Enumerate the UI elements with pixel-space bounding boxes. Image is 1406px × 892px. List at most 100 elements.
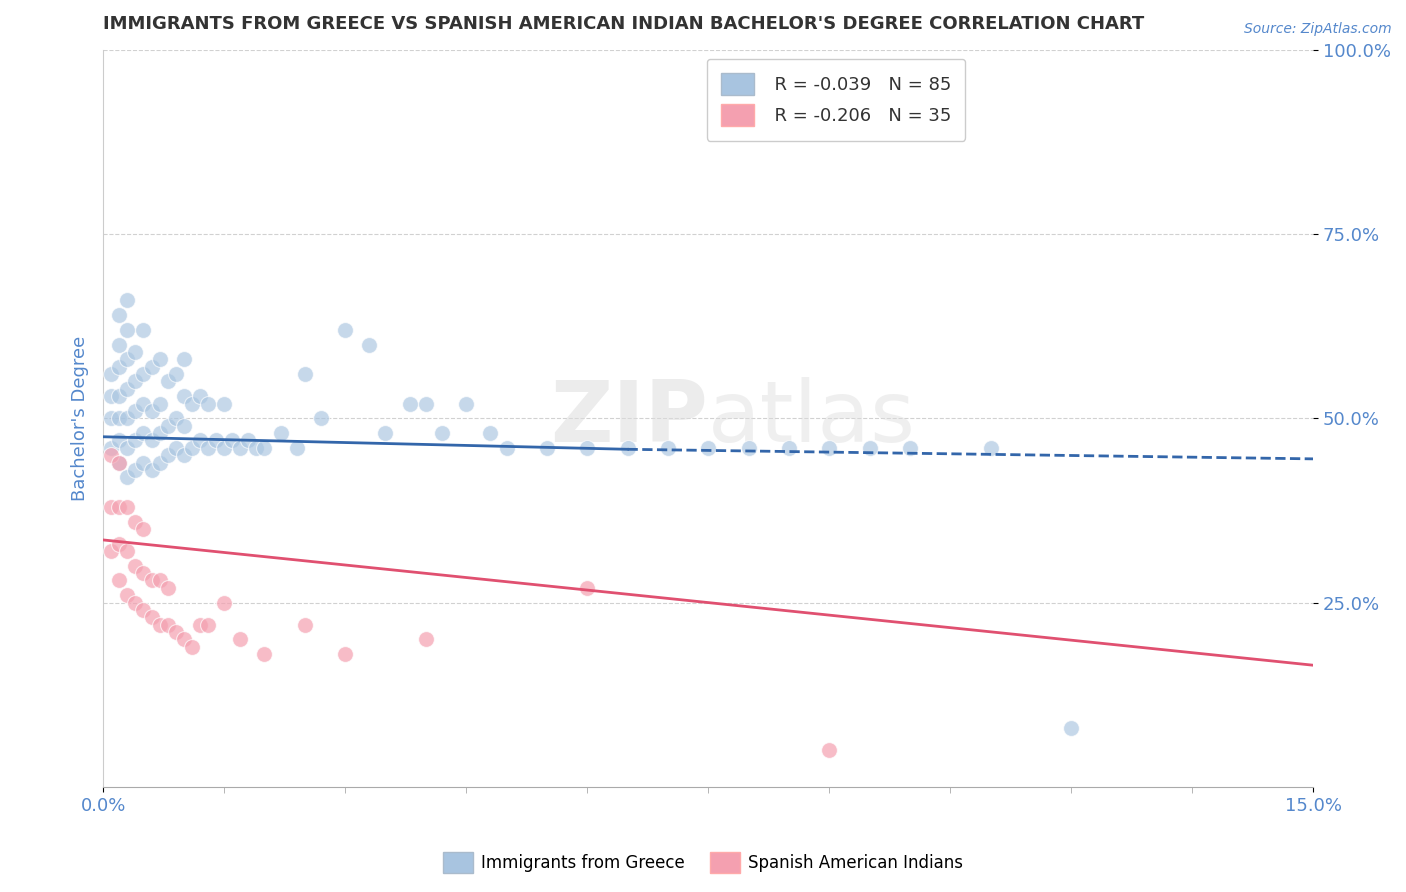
Point <box>333 323 356 337</box>
Point <box>108 434 131 448</box>
Point <box>294 617 316 632</box>
Point <box>165 367 187 381</box>
Point <box>212 396 235 410</box>
Point <box>149 352 172 367</box>
Point <box>100 441 122 455</box>
Point <box>1060 721 1083 735</box>
Point <box>156 448 179 462</box>
Point <box>149 426 172 441</box>
Point <box>149 456 172 470</box>
Point <box>221 434 243 448</box>
Point <box>132 603 155 617</box>
Point <box>657 441 679 455</box>
Point <box>415 632 437 647</box>
Point <box>108 536 131 550</box>
Point <box>238 434 260 448</box>
Point <box>778 441 800 455</box>
Point <box>141 610 163 624</box>
Point <box>141 463 163 477</box>
Point <box>173 389 195 403</box>
Point <box>576 581 599 595</box>
Point <box>697 441 720 455</box>
Point <box>141 404 163 418</box>
Point <box>415 396 437 410</box>
Text: atlas: atlas <box>709 376 917 460</box>
Point <box>197 396 219 410</box>
Point <box>212 596 235 610</box>
Point <box>456 396 478 410</box>
Point <box>132 566 155 580</box>
Legend:   R = -0.039   N = 85,   R = -0.206   N = 35: R = -0.039 N = 85, R = -0.206 N = 35 <box>707 59 966 141</box>
Text: Source: ZipAtlas.com: Source: ZipAtlas.com <box>1244 22 1392 37</box>
Point <box>108 456 131 470</box>
Point <box>117 382 139 396</box>
Point <box>132 522 155 536</box>
Point <box>117 323 139 337</box>
Point <box>132 367 155 381</box>
Point <box>100 500 122 514</box>
Point <box>117 470 139 484</box>
Legend: Immigrants from Greece, Spanish American Indians: Immigrants from Greece, Spanish American… <box>436 846 970 880</box>
Point <box>149 396 172 410</box>
Point <box>173 448 195 462</box>
Point <box>124 463 146 477</box>
Point <box>108 500 131 514</box>
Point <box>858 441 880 455</box>
Point <box>124 375 146 389</box>
Point <box>180 396 202 410</box>
Point <box>141 434 163 448</box>
Point <box>285 441 308 455</box>
Point <box>117 293 139 308</box>
Point <box>149 574 172 588</box>
Point <box>117 441 139 455</box>
Point <box>818 743 841 757</box>
Point <box>132 426 155 441</box>
Point <box>737 441 759 455</box>
Point <box>188 434 211 448</box>
Point <box>108 389 131 403</box>
Point <box>212 441 235 455</box>
Point <box>141 574 163 588</box>
Point <box>479 426 502 441</box>
Point <box>398 396 420 410</box>
Point <box>100 367 122 381</box>
Point <box>197 441 219 455</box>
Point <box>309 411 332 425</box>
Point <box>132 456 155 470</box>
Text: ZIP: ZIP <box>551 376 709 460</box>
Point <box>108 411 131 425</box>
Point <box>253 441 276 455</box>
Point <box>616 441 638 455</box>
Point <box>141 359 163 374</box>
Point <box>536 441 558 455</box>
Point <box>173 632 195 647</box>
Text: IMMIGRANTS FROM GREECE VS SPANISH AMERICAN INDIAN BACHELOR'S DEGREE CORRELATION : IMMIGRANTS FROM GREECE VS SPANISH AMERIC… <box>103 15 1144 33</box>
Point <box>124 345 146 359</box>
Point <box>124 434 146 448</box>
Point <box>333 647 356 661</box>
Point <box>188 617 211 632</box>
Point <box>108 456 131 470</box>
Point <box>818 441 841 455</box>
Point <box>132 396 155 410</box>
Point <box>149 617 172 632</box>
Point <box>180 640 202 654</box>
Point <box>132 323 155 337</box>
Point <box>898 441 921 455</box>
Point <box>374 426 396 441</box>
Point <box>173 352 195 367</box>
Point <box>294 367 316 381</box>
Point <box>270 426 292 441</box>
Point <box>124 404 146 418</box>
Point <box>229 441 252 455</box>
Point <box>165 625 187 640</box>
Point <box>100 389 122 403</box>
Point <box>245 441 267 455</box>
Point <box>359 337 381 351</box>
Point <box>117 411 139 425</box>
Point <box>197 617 219 632</box>
Point <box>180 441 202 455</box>
Point <box>117 588 139 602</box>
Point <box>117 544 139 558</box>
Point <box>108 359 131 374</box>
